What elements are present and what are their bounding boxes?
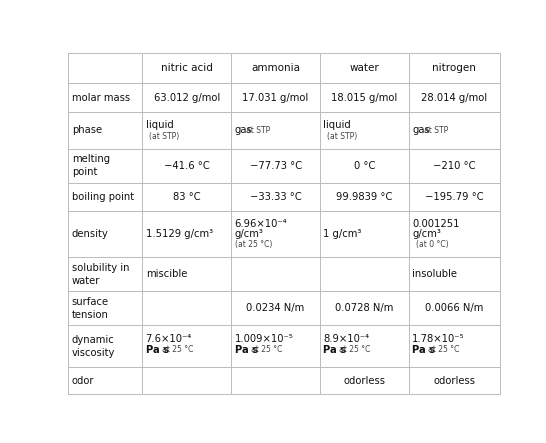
Text: 28.014 g/mol: 28.014 g/mol	[422, 93, 488, 103]
Text: at 25 °C: at 25 °C	[340, 345, 371, 354]
Text: water: water	[349, 63, 379, 74]
Text: at STP: at STP	[246, 126, 271, 135]
Text: molar mass: molar mass	[72, 93, 130, 103]
Text: solubility in
water: solubility in water	[72, 263, 129, 286]
Text: −41.6 °C: −41.6 °C	[164, 161, 210, 171]
Text: (at STP): (at STP)	[327, 132, 357, 141]
Text: −77.73 °C: −77.73 °C	[250, 161, 301, 171]
Text: 83 °C: 83 °C	[173, 192, 200, 202]
Text: g/cm³: g/cm³	[412, 229, 441, 239]
Text: gas: gas	[412, 125, 430, 136]
Text: g/cm³: g/cm³	[235, 229, 263, 239]
Text: 17.031 g/mol: 17.031 g/mol	[242, 93, 308, 103]
Text: 8.9×10⁻⁴: 8.9×10⁻⁴	[323, 334, 370, 344]
Text: odorless: odorless	[434, 376, 476, 386]
Text: gas: gas	[235, 125, 252, 136]
Text: 18.015 g/mol: 18.015 g/mol	[331, 93, 397, 103]
Text: 7.6×10⁻⁴: 7.6×10⁻⁴	[146, 334, 192, 344]
Text: ammonia: ammonia	[251, 63, 300, 74]
Text: insoluble: insoluble	[412, 269, 457, 280]
Text: Pa s: Pa s	[235, 345, 258, 354]
Text: liquid: liquid	[146, 120, 174, 130]
Text: nitrogen: nitrogen	[432, 63, 476, 74]
Text: 1.78×10⁻⁵: 1.78×10⁻⁵	[412, 334, 465, 344]
Text: liquid: liquid	[323, 120, 351, 130]
Text: (at 25 °C): (at 25 °C)	[235, 240, 272, 249]
Text: nitric acid: nitric acid	[161, 63, 213, 74]
Text: 6.96×10⁻⁴: 6.96×10⁻⁴	[235, 219, 287, 229]
Text: odor: odor	[72, 376, 94, 386]
Text: boiling point: boiling point	[72, 192, 134, 202]
Text: melting
point: melting point	[72, 154, 110, 178]
Text: −33.33 °C: −33.33 °C	[250, 192, 301, 202]
Text: Pa s: Pa s	[146, 345, 169, 354]
Text: −210 °C: −210 °C	[433, 161, 476, 171]
Text: −195.79 °C: −195.79 °C	[425, 192, 484, 202]
Text: dynamic
viscosity: dynamic viscosity	[72, 334, 115, 358]
Text: 0.0234 N/m: 0.0234 N/m	[246, 303, 305, 313]
Text: 1 g/cm³: 1 g/cm³	[323, 229, 362, 239]
Text: odorless: odorless	[343, 376, 385, 386]
Text: Pa s: Pa s	[412, 345, 435, 354]
Text: (at STP): (at STP)	[149, 132, 179, 141]
Text: phase: phase	[72, 125, 102, 136]
Text: miscible: miscible	[146, 269, 187, 280]
Text: at 25 °C: at 25 °C	[251, 345, 282, 354]
Text: (at 0 °C): (at 0 °C)	[416, 240, 448, 249]
Text: 0 °C: 0 °C	[354, 161, 375, 171]
Text: 0.001251: 0.001251	[412, 219, 460, 229]
Text: at 25 °C: at 25 °C	[162, 345, 193, 354]
Text: 0.0066 N/m: 0.0066 N/m	[425, 303, 484, 313]
Text: 63.012 g/mol: 63.012 g/mol	[153, 93, 220, 103]
Text: at 25 °C: at 25 °C	[429, 345, 460, 354]
Text: surface
tension: surface tension	[72, 296, 109, 320]
Text: 0.0728 N/m: 0.0728 N/m	[335, 303, 394, 313]
Text: density: density	[72, 229, 109, 239]
Text: 99.9839 °C: 99.9839 °C	[336, 192, 393, 202]
Text: 1.5129 g/cm³: 1.5129 g/cm³	[146, 229, 213, 239]
Text: 1.009×10⁻⁵: 1.009×10⁻⁵	[235, 334, 293, 344]
Text: Pa s: Pa s	[323, 345, 347, 354]
Text: at STP: at STP	[424, 126, 448, 135]
